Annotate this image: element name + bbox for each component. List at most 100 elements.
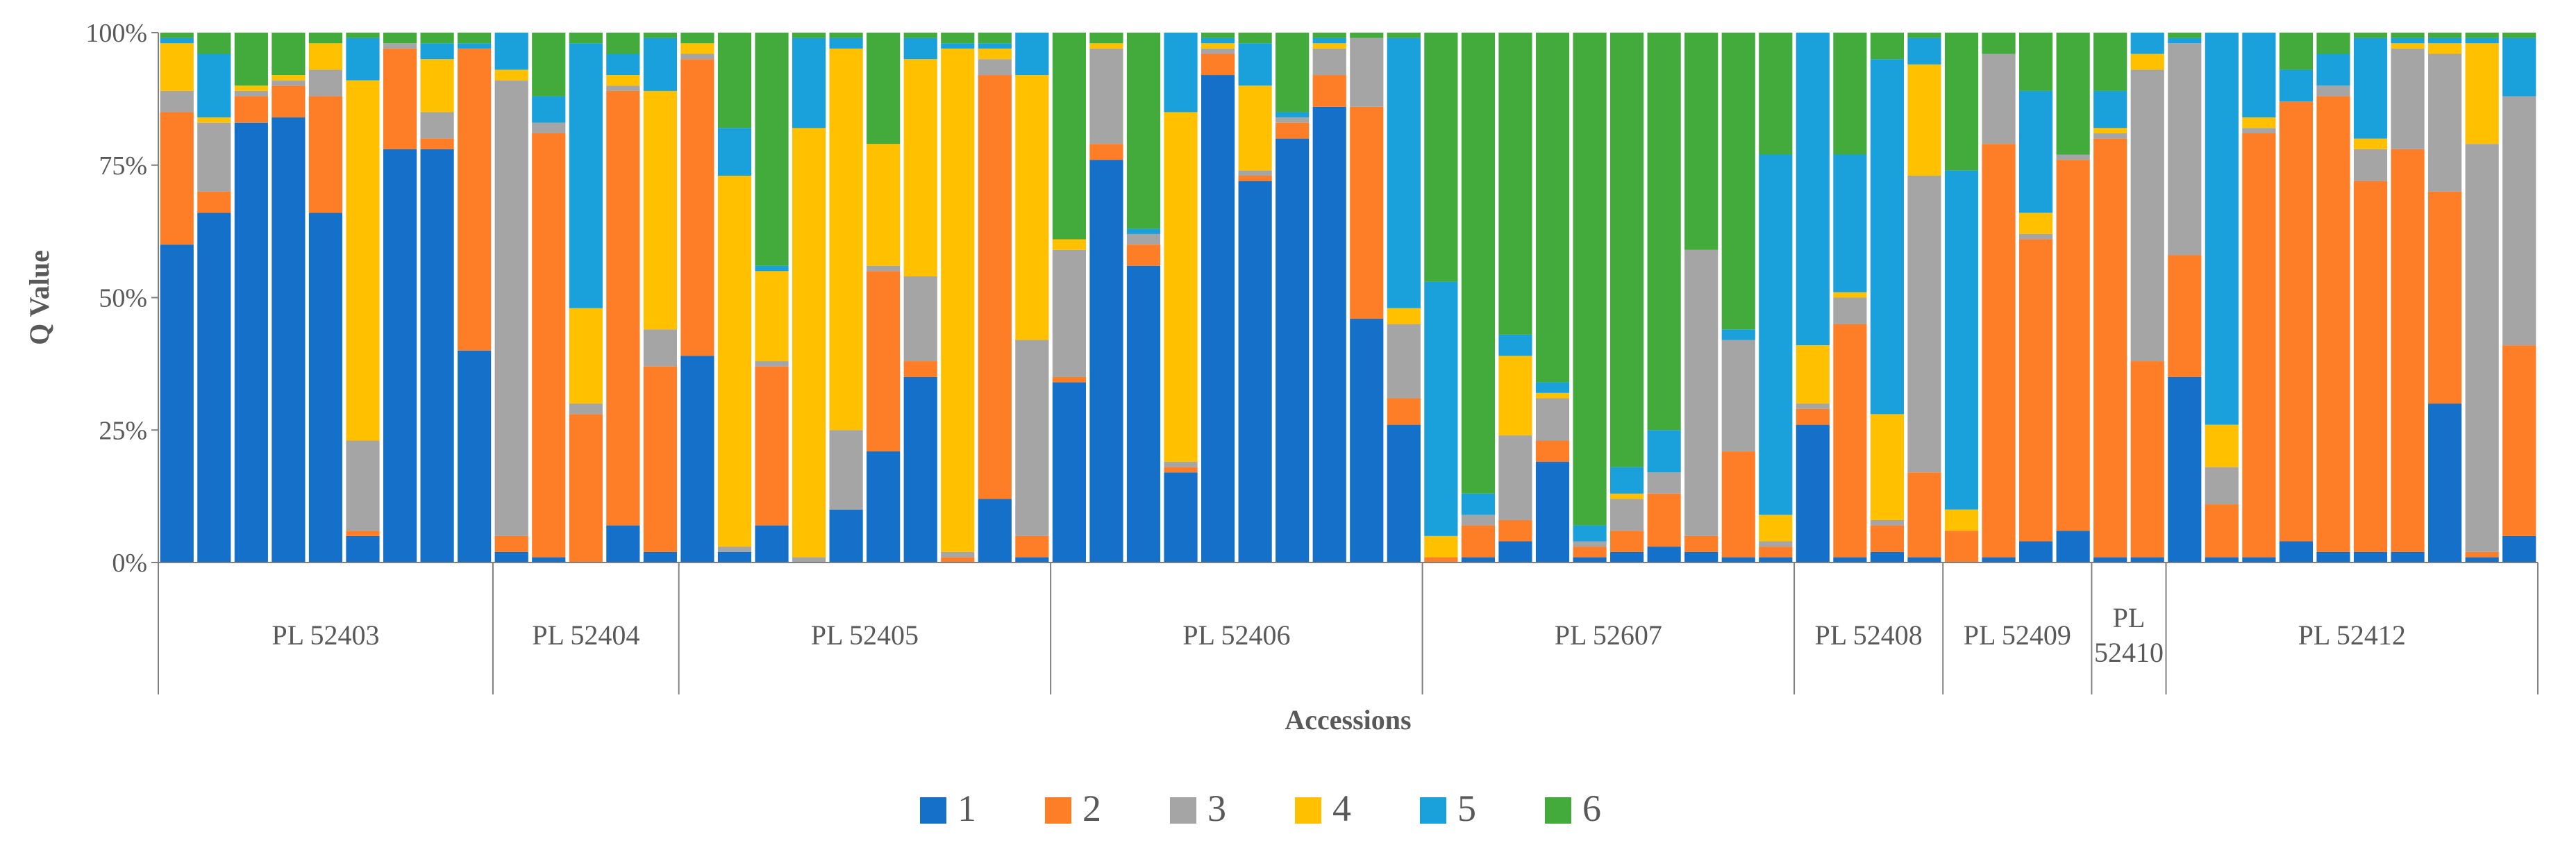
bar-4-1-segment-6 (1052, 33, 1086, 240)
bar-9-9-segment-1 (2465, 557, 2499, 563)
legend-swatch-5 (1420, 797, 1446, 824)
bar-9-6-segment-3 (2353, 149, 2388, 181)
bar-7-3-segment-1 (2019, 541, 2053, 563)
bar-1-1-segment-3 (160, 90, 194, 113)
bar-2-3-segment-4 (569, 308, 603, 404)
bar-5-2-segment-1 (1461, 557, 1496, 563)
bar-2-5-segment-6 (643, 33, 677, 38)
bar-9-3-segment-5 (2242, 33, 2276, 118)
bar-4-10-segment-5 (1387, 38, 1421, 308)
bar-9-6-segment-2 (2353, 181, 2388, 552)
bar-2-3-segment-6 (569, 33, 603, 44)
bar-4-7-segment-5 (1276, 112, 1310, 118)
bar-3-10-segment-5 (1015, 33, 1049, 76)
group-label: PL 52405 (811, 619, 919, 651)
bar-3-6-segment-6 (867, 33, 901, 144)
bar-2-4-segment-6 (606, 33, 640, 54)
bar-9-10-segment-5 (2502, 38, 2536, 97)
legend-swatch-4 (1295, 797, 1321, 824)
bar-7-1-segment-5 (1944, 170, 1979, 510)
bar-9-5-segment-1 (2316, 551, 2350, 563)
bar-4-5-segment-2 (1201, 53, 1235, 76)
bar-6-2-segment-1 (1833, 557, 1867, 563)
bar-3-2-segment-5 (717, 128, 752, 176)
y-axis-ticks: 0% 25% 50% 75% 100% (85, 19, 158, 578)
bar-7-1-segment-6 (1944, 33, 1979, 171)
bar-1-4-segment-4 (271, 75, 306, 81)
group-label: PL 52404 (532, 619, 639, 651)
bar-5-9-segment-1 (1721, 557, 1755, 563)
y-tick-label: 75% (99, 151, 147, 181)
bar-3-5-segment-3 (829, 430, 863, 510)
bar-2-3-segment-2 (569, 414, 603, 563)
bar-1-3-segment-1 (234, 122, 268, 563)
bar-9-4-segment-5 (2279, 69, 2314, 102)
bar-3-10-segment-3 (1015, 340, 1049, 536)
bar-5-3-segment-2 (1498, 519, 1532, 542)
bar-4-7-segment-1 (1276, 138, 1310, 563)
bar-9-2-segment-4 (2205, 424, 2239, 467)
bar-4-4-segment-1 (1164, 472, 1198, 563)
bar-8-1-segment-1 (2093, 557, 2127, 563)
bar-9-1-segment-6 (2168, 33, 2202, 38)
bar-6-4-segment-6 (1907, 33, 1941, 38)
bar-3-8-segment-5 (941, 43, 975, 49)
bar-2-5-segment-5 (643, 38, 677, 91)
bar-4-8-segment-1 (1312, 106, 1346, 563)
bar-1-5-segment-4 (308, 43, 343, 70)
bar-1-4-segment-1 (271, 117, 306, 563)
bar-6-1-segment-5 (1796, 33, 1830, 346)
legend-label-3: 3 (1207, 788, 1226, 829)
bar-9-7-segment-5 (2391, 38, 2425, 44)
bar-7-4-segment-1 (2056, 531, 2090, 563)
bar-1-8-segment-1 (420, 149, 454, 563)
bar-2-3-segment-5 (569, 43, 603, 308)
bar-4-6-segment-6 (1238, 33, 1272, 44)
bar-4-8-segment-4 (1312, 43, 1346, 49)
bar-3-9-segment-1 (978, 499, 1012, 563)
bar-9-8-segment-4 (2428, 43, 2462, 54)
group-label: PL 52410 (2094, 602, 2164, 668)
bar-4-5-segment-3 (1201, 48, 1235, 54)
bar-4-2-segment-6 (1089, 33, 1123, 44)
bar-6-2-segment-2 (1833, 324, 1867, 558)
bar-9-2-segment-2 (2205, 504, 2239, 558)
legend-label-4: 4 (1332, 788, 1351, 829)
bar-4-10-segment-6 (1387, 33, 1421, 38)
bar-4-9-segment-6 (1350, 33, 1384, 38)
bar-3-8-segment-6 (941, 33, 975, 44)
bar-1-9-segment-1 (458, 350, 492, 563)
bar-4-1-segment-3 (1052, 249, 1086, 377)
bar-4-9-segment-2 (1350, 106, 1384, 319)
bar-4-10-segment-1 (1387, 424, 1421, 563)
bar-4-7-segment-2 (1276, 122, 1310, 139)
bar-6-4-segment-4 (1907, 64, 1941, 176)
bar-5-5-segment-1 (1573, 557, 1607, 563)
bar-9-8-segment-5 (2428, 38, 2462, 44)
bar-6-3-segment-3 (1870, 519, 1905, 526)
bar-8-2-segment-5 (2130, 33, 2164, 54)
bar-3-1-segment-4 (680, 43, 714, 54)
bar-9-6-segment-5 (2353, 38, 2388, 139)
bar-7-1-segment-2 (1944, 531, 1979, 563)
bar-1-6-segment-3 (346, 440, 380, 531)
bar-9-6-segment-4 (2353, 138, 2388, 149)
bar-4-2-segment-2 (1089, 144, 1123, 160)
bar-4-6-segment-1 (1238, 181, 1272, 563)
bar-5-1-segment-2 (1424, 557, 1458, 563)
bar-3-10-segment-1 (1015, 557, 1049, 563)
bar-6-3-segment-2 (1870, 525, 1905, 552)
bar-7-2-segment-3 (1982, 53, 2016, 144)
bar-3-10-segment-2 (1015, 535, 1049, 558)
bar-3-10-segment-4 (1015, 75, 1049, 340)
bar-1-7-segment-2 (383, 48, 417, 149)
legend-swatch-3 (1170, 797, 1196, 824)
bar-3-9-segment-4 (978, 48, 1012, 60)
bar-9-2-segment-1 (2205, 557, 2239, 563)
bar-5-7-segment-2 (1647, 493, 1681, 547)
bar-6-3-segment-5 (1870, 59, 1905, 415)
bar-3-4-segment-3 (792, 557, 826, 563)
bar-1-4-segment-2 (271, 85, 306, 118)
bar-5-8-segment-3 (1684, 249, 1718, 536)
bar-5-1-segment-4 (1424, 535, 1458, 558)
